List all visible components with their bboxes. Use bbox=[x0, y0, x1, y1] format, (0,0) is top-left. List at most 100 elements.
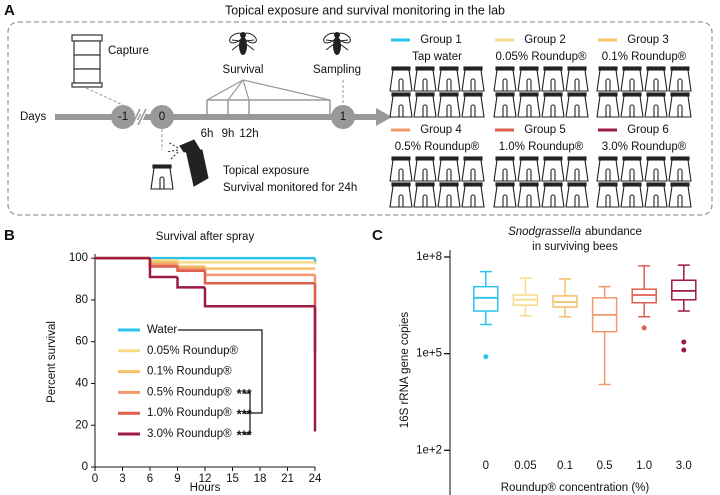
y-tick-label: 20 bbox=[75, 419, 88, 431]
cage-icon bbox=[517, 182, 541, 208]
legend-label: Water bbox=[147, 324, 177, 336]
hour-label: 9h bbox=[222, 128, 235, 140]
cage-body bbox=[461, 95, 485, 118]
day-marker bbox=[111, 105, 135, 129]
spray-head bbox=[179, 139, 201, 153]
cage-feeder bbox=[629, 78, 635, 91]
whisker-low bbox=[677, 299, 690, 312]
cage-feeder bbox=[574, 78, 580, 91]
cage-lid bbox=[598, 156, 618, 161]
cage-icon bbox=[461, 182, 485, 208]
cage-icon bbox=[150, 164, 174, 190]
capture-label: Capture bbox=[108, 45, 149, 57]
y-tick-label: 100 bbox=[69, 252, 88, 264]
cage-icon bbox=[596, 182, 620, 208]
cage-feeder bbox=[422, 104, 428, 117]
cage-icon bbox=[437, 182, 461, 208]
cage-icon bbox=[565, 66, 589, 92]
cage-feeder bbox=[446, 78, 452, 91]
y-tick-label: 1e+5 bbox=[416, 348, 442, 360]
cage-feeder bbox=[629, 194, 635, 207]
cage-feeder bbox=[446, 194, 452, 207]
whisker-high bbox=[638, 265, 651, 290]
cage-lid bbox=[415, 156, 435, 161]
x-tick-label: 18 bbox=[254, 473, 267, 485]
cage-lid bbox=[391, 92, 411, 97]
cage-lid bbox=[543, 66, 563, 71]
cage-icon bbox=[644, 92, 668, 118]
cage-body bbox=[596, 159, 620, 182]
bee-head bbox=[334, 32, 340, 38]
group-treatment: 3.0% Roundup® bbox=[602, 141, 687, 153]
cage-feeder bbox=[574, 168, 580, 181]
spray-mist bbox=[165, 141, 179, 161]
exposure-label: Topical exposure bbox=[223, 165, 309, 177]
spray-icon bbox=[165, 139, 209, 187]
cage-body bbox=[668, 95, 692, 118]
y-axis-label: Percent survival bbox=[46, 321, 58, 403]
panel-label: A bbox=[4, 2, 15, 19]
cage-icon bbox=[541, 156, 565, 182]
cage-feeder bbox=[629, 168, 635, 181]
panel-label: C bbox=[372, 227, 383, 244]
cage-lid bbox=[598, 66, 618, 71]
cage-icon bbox=[541, 66, 565, 92]
cage-body bbox=[644, 185, 668, 208]
x-tick-label: 9 bbox=[174, 473, 180, 485]
cage-feeder bbox=[605, 168, 611, 181]
cage-icon bbox=[493, 156, 517, 182]
survival-connector bbox=[206, 79, 244, 101]
cage-lid bbox=[391, 182, 411, 187]
cage-lid bbox=[670, 66, 690, 71]
legend-label: 0.05% Roundup® bbox=[147, 345, 238, 357]
cage-lid bbox=[567, 66, 587, 71]
cage-body bbox=[389, 185, 413, 208]
cage-feeder bbox=[574, 194, 580, 207]
cage-icon bbox=[389, 156, 413, 182]
cage-icon bbox=[437, 92, 461, 118]
cage-body bbox=[493, 185, 517, 208]
cage-icon bbox=[517, 156, 541, 182]
cage-feeder bbox=[653, 168, 659, 181]
cage-lid bbox=[567, 156, 587, 161]
cage-feeder bbox=[605, 78, 611, 91]
cage-icon bbox=[461, 66, 485, 92]
cage-feeder bbox=[653, 194, 659, 207]
legend-label: 0.5% Roundup® bbox=[147, 386, 232, 398]
x-tick-label: 3 bbox=[119, 473, 125, 485]
cage-icon bbox=[620, 182, 644, 208]
cage-icon bbox=[389, 66, 413, 92]
cage-body bbox=[644, 159, 668, 182]
bee-body bbox=[333, 37, 341, 55]
cage-feeder bbox=[470, 78, 476, 91]
cage-feeder bbox=[398, 194, 404, 207]
chart-title: Snodgrassella abundance bbox=[508, 226, 642, 238]
significance: *** bbox=[237, 427, 253, 442]
cage-feeder bbox=[574, 104, 580, 117]
bee-legs bbox=[231, 39, 255, 51]
cage-body bbox=[668, 69, 692, 92]
cage-icon bbox=[413, 92, 437, 118]
cage-feeder bbox=[470, 168, 476, 181]
cage-lid bbox=[646, 92, 666, 97]
legend-label: 1.0% Roundup® bbox=[147, 407, 232, 419]
cage-body bbox=[565, 95, 589, 118]
cage-lid bbox=[622, 182, 642, 187]
survival-step bbox=[148, 258, 178, 279]
cage-lid bbox=[543, 182, 563, 187]
chart-title: in surviving bees bbox=[532, 241, 618, 253]
bee-head bbox=[240, 32, 246, 38]
group-name: Group 6 bbox=[627, 124, 669, 136]
cage-lid bbox=[622, 66, 642, 71]
x-tick-label: 15 bbox=[226, 473, 239, 485]
cage-lid bbox=[463, 182, 483, 187]
cage-feeder bbox=[605, 104, 611, 117]
cage-body bbox=[413, 95, 437, 118]
group-treatment: Tap water bbox=[412, 51, 462, 63]
cage-body bbox=[596, 95, 620, 118]
cage-feeder bbox=[653, 104, 659, 117]
cage-lid bbox=[622, 156, 642, 161]
group-treatment: 0.5% Roundup® bbox=[395, 141, 480, 153]
cage-body bbox=[413, 159, 437, 182]
hour-label: 12h bbox=[239, 128, 258, 140]
